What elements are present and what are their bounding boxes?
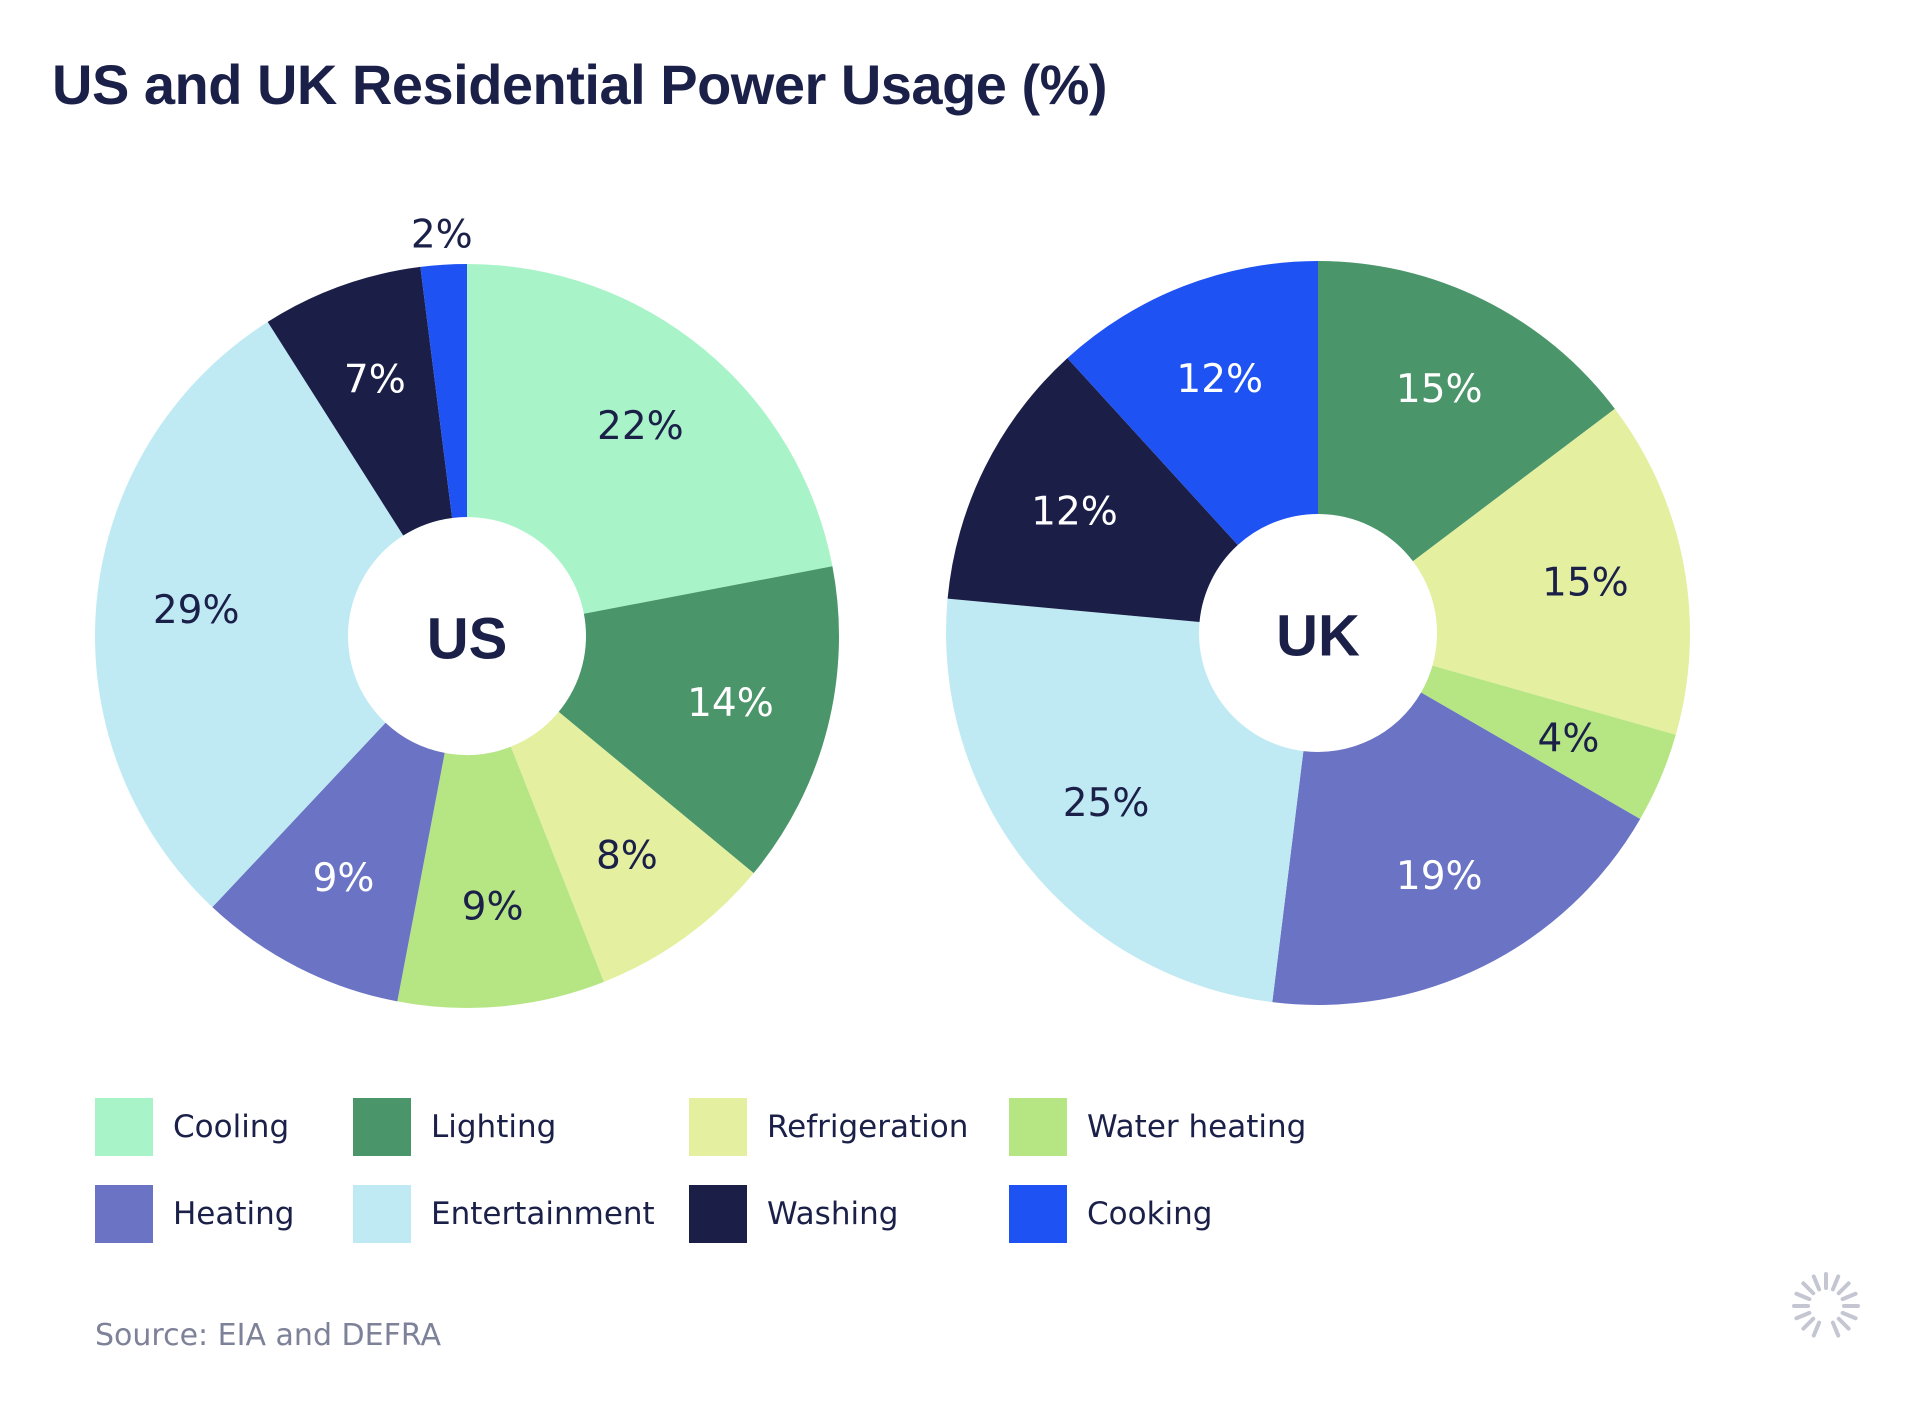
slice-label: 9% [462,884,524,929]
slice-label: 22% [597,404,684,449]
slice-label: 14% [687,681,774,726]
slice-water-heating [397,746,604,1008]
legend-label: Lighting [431,1109,557,1145]
slice-label: 9% [313,856,375,901]
slice-lighting [1318,261,1615,562]
slice-refrigeration [510,711,754,982]
slice-label: 19% [1396,854,1483,899]
logo-ray [1840,1291,1858,1302]
legend-swatch [689,1098,747,1156]
slice-washing [947,358,1238,623]
slice-label: 7% [344,358,406,403]
slice-label: 15% [1396,367,1483,412]
legend-swatch [353,1098,411,1156]
brand-logo-icon [1792,1272,1860,1338]
legend-swatch [95,1185,153,1243]
slice-cooling [467,264,833,614]
slice-label: 25% [1063,781,1150,826]
slice-label: 8% [596,834,658,879]
legend-swatch [95,1098,153,1156]
legend-label: Washing [767,1196,899,1232]
logo-ray [1801,1316,1816,1331]
slice-water-heating [1421,665,1676,819]
donut-us: 22% 14% 8% 9% 9% 29% 7% 2% US [95,212,839,1008]
legend-item-cooking: Cooking [1009,1185,1329,1243]
slice-lighting [558,566,839,874]
legend-label: Cooling [173,1109,290,1145]
slice-cooking [1067,261,1318,546]
logo-ray [1794,1291,1812,1302]
legend-label: Water heating [1087,1109,1307,1145]
slice-cooking [420,264,467,518]
logo-ray [1801,1281,1816,1296]
slice-label: 15% [1542,561,1629,606]
logo-ray [1836,1281,1851,1296]
slice-heating [1272,692,1641,1005]
slice-label: 2% [411,212,473,257]
logo-ray [1794,1310,1812,1321]
chart-title: US and UK Residential Power Usage (%) [52,53,1108,116]
legend-swatch [353,1185,411,1243]
logo-ray [1836,1316,1851,1331]
logo-ray [1811,1320,1822,1338]
donut-uk: 15% 15% 4% 19% 25% 12% 12% UK [946,261,1691,1005]
slice-label: 12% [1176,357,1263,402]
slice-label: 12% [1031,489,1118,534]
source-note: Source: EIA and DEFRA [95,1318,441,1353]
legend-label: Cooking [1087,1196,1213,1232]
donut-center-label: US [427,607,508,672]
legend-item-heating: Heating [95,1185,353,1243]
legend-item-refrigeration: Refrigeration [689,1098,1009,1156]
legend-item-lighting: Lighting [353,1098,689,1156]
logo-ray [1830,1274,1841,1292]
slice-heating [212,722,445,1002]
logo-ray [1840,1310,1858,1321]
legend-item-washing: Washing [689,1185,1009,1243]
logo-ray [1830,1320,1841,1338]
slice-entertainment [946,598,1304,1003]
logo-ray [1811,1274,1822,1292]
slice-refrigeration [1412,408,1691,735]
slice-entertainment [95,321,404,908]
legend-item-water-heating: Water heating [1009,1098,1329,1156]
legend-label: Entertainment [431,1196,655,1232]
slice-label: 29% [153,588,240,633]
slice-washing [267,266,453,536]
legend-item-entertainment: Entertainment [353,1185,689,1243]
legend-label: Heating [173,1196,295,1232]
legend-swatch [1009,1098,1067,1156]
slice-label: 4% [1538,717,1600,762]
legend-label: Refrigeration [767,1109,969,1145]
legend-item-cooling: Cooling [95,1098,353,1156]
legend-swatch [1009,1185,1067,1243]
legend-swatch [689,1185,747,1243]
legend: Cooling Lighting Refrigeration Water heatin… [95,1098,1329,1243]
donut-center-label: UK [1276,604,1360,669]
